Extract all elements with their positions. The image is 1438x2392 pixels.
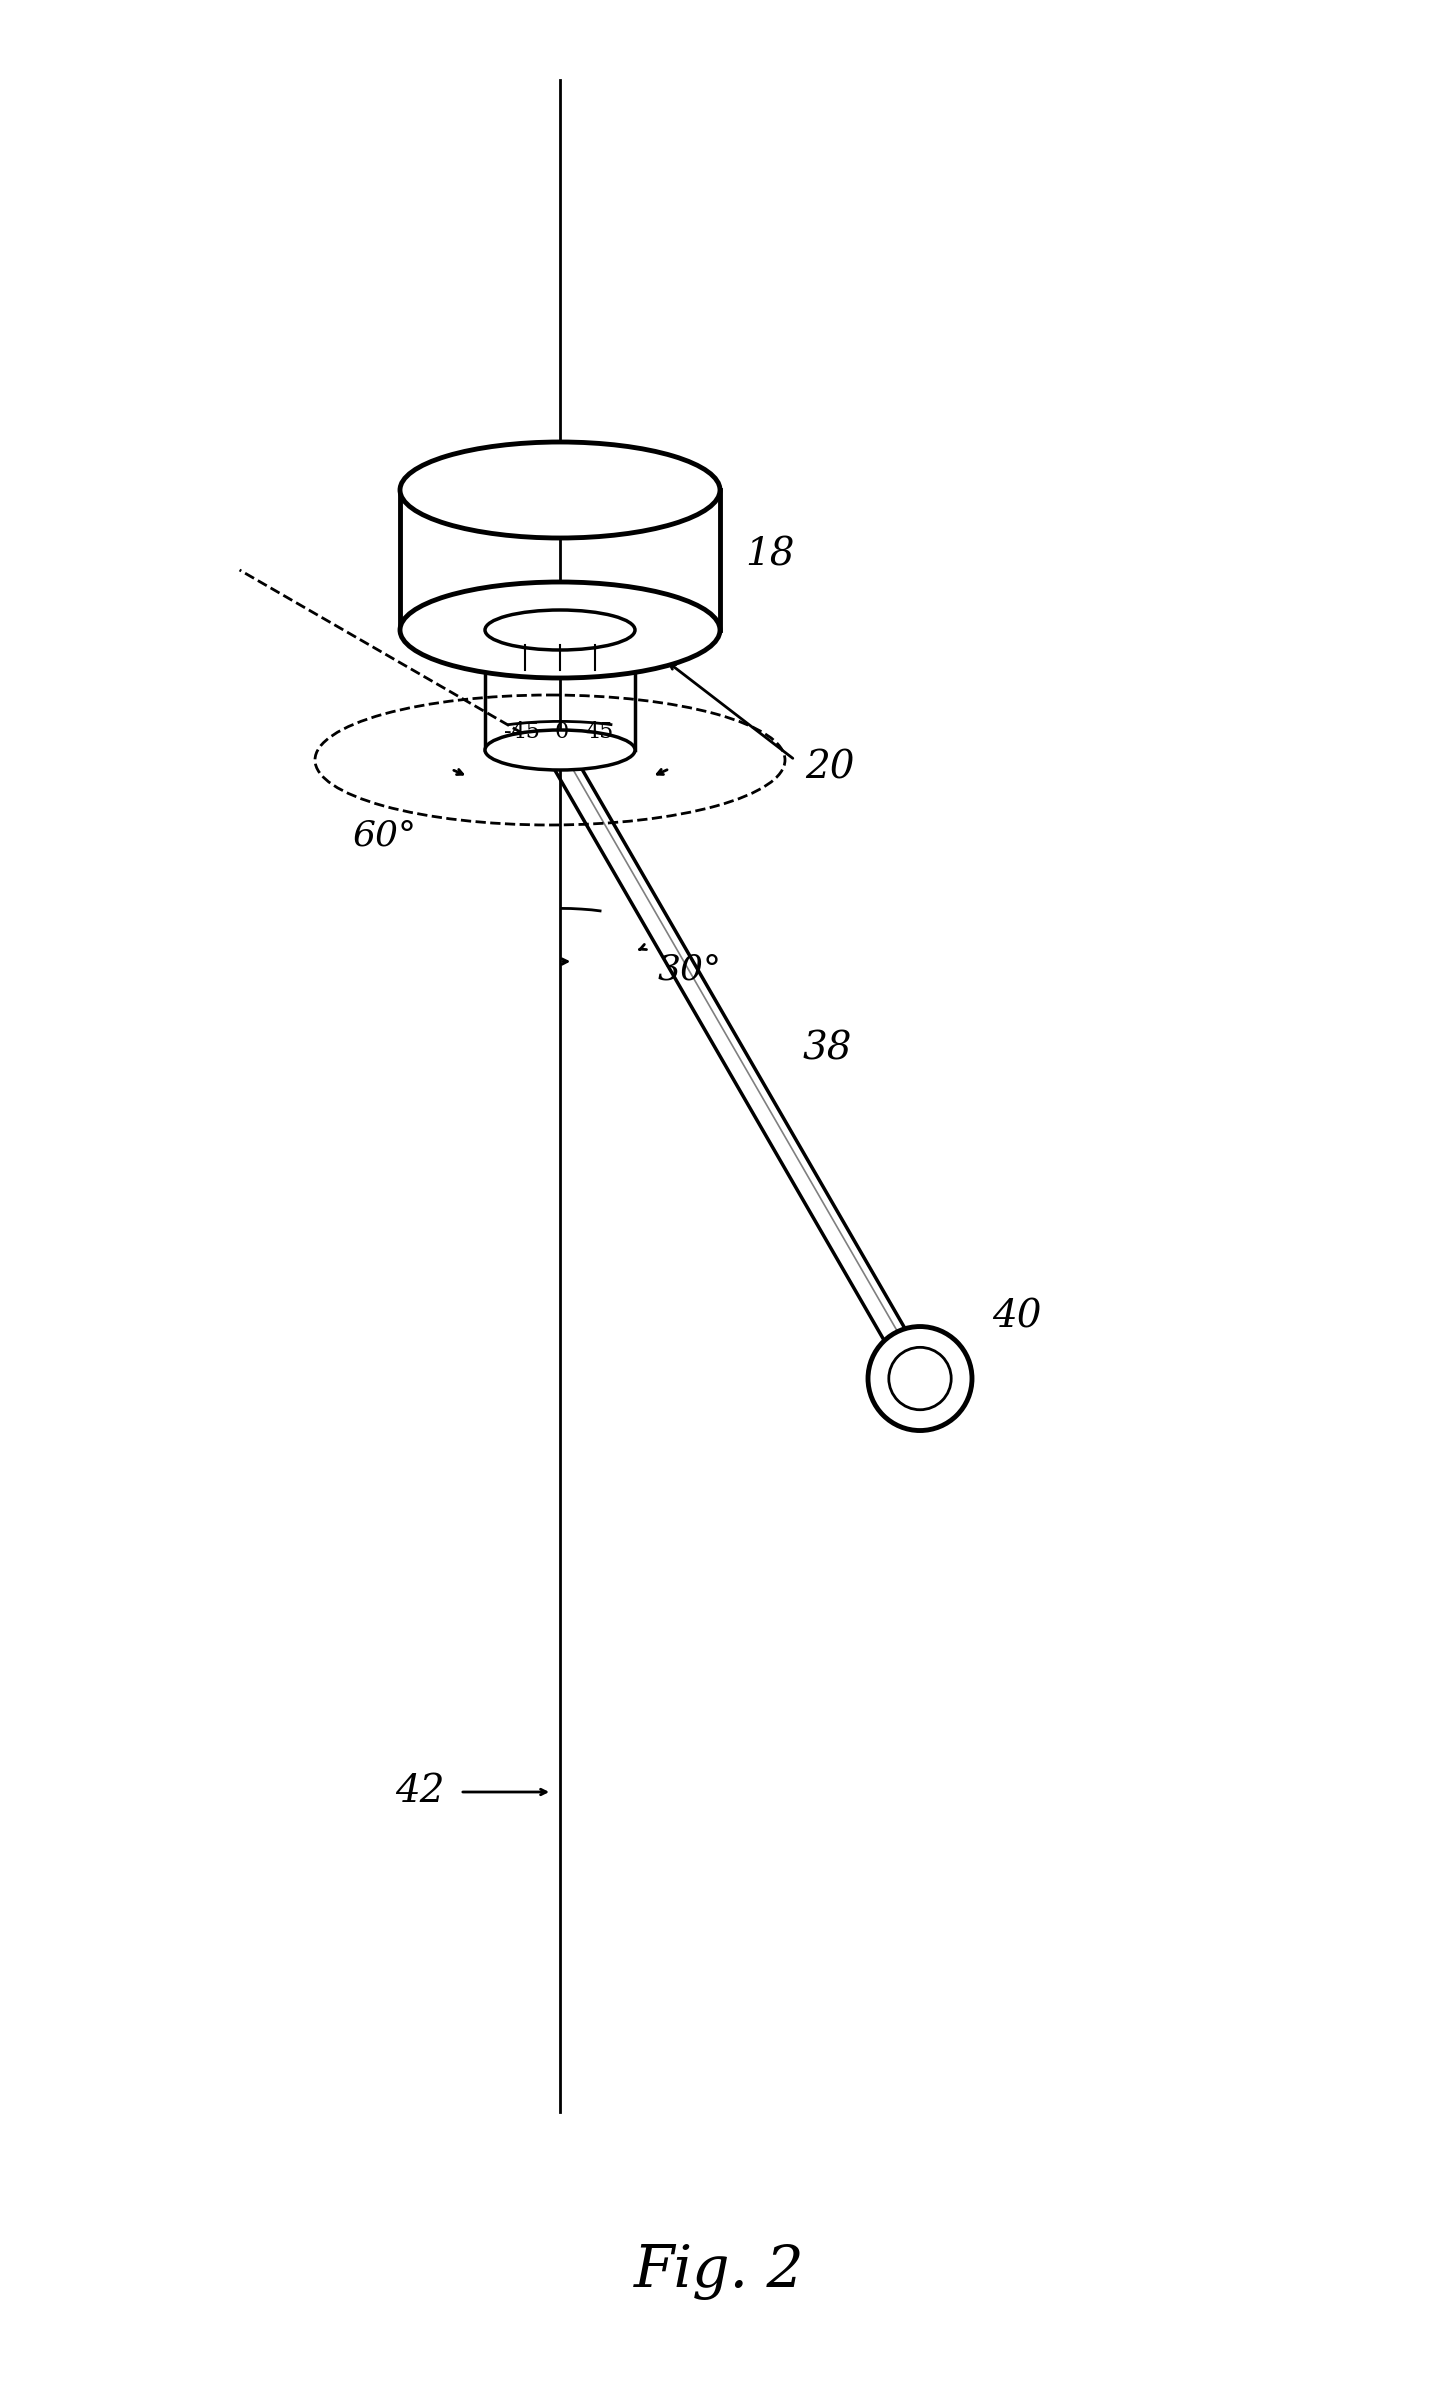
Circle shape [869,1328,972,1430]
Text: Fig. 2: Fig. 2 [634,2244,804,2301]
Text: 42: 42 [395,1772,444,1811]
Text: 38: 38 [802,1031,851,1067]
Text: 40: 40 [992,1299,1041,1335]
Ellipse shape [400,443,720,538]
Text: 45: 45 [585,720,614,744]
Ellipse shape [485,730,636,770]
Text: 20: 20 [805,749,854,787]
Text: 0: 0 [555,720,569,744]
Text: -45: -45 [505,720,539,744]
Text: 18: 18 [745,536,795,574]
Ellipse shape [485,610,636,651]
Text: 60°: 60° [352,818,417,852]
Text: 30°: 30° [659,952,722,988]
Ellipse shape [400,581,720,677]
